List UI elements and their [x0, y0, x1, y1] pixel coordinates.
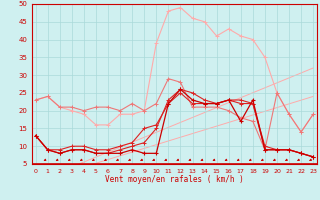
- X-axis label: Vent moyen/en rafales ( km/h ): Vent moyen/en rafales ( km/h ): [105, 175, 244, 184]
